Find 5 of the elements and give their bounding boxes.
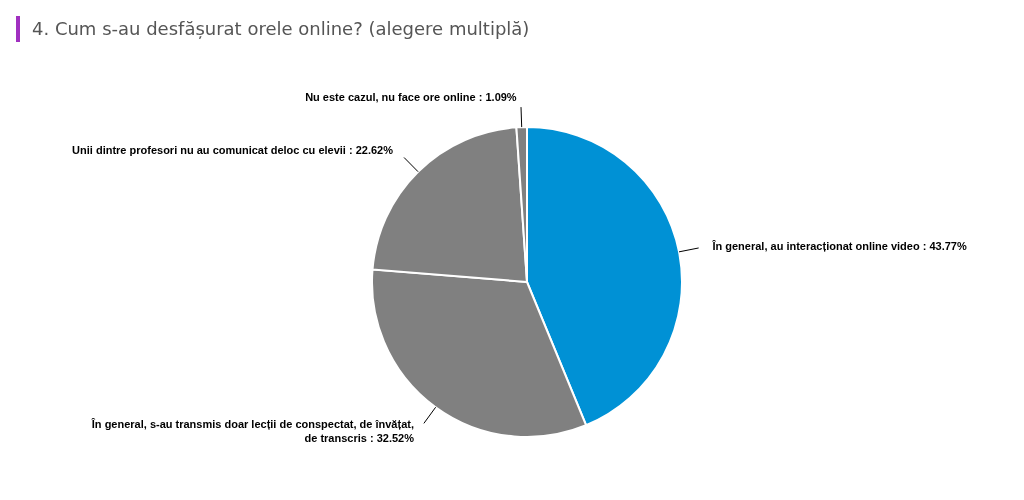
slice-label: În general, s-au transmis doar lecții de conspectat, de învățat, de transcris : 32.52%: [90, 418, 415, 445]
slice-label: Nu este cazul, nu face ore online : 1.09%: [305, 91, 517, 104]
chart-title: 4. Cum s-au desfășurat orele online? (alegere multiplă): [16, 16, 1016, 42]
slice-label: În general, au interacționat online video : 43.77%: [711, 240, 967, 253]
slice-label: Unii dintre profesori nu au comunicat deloc cu elevii : 22.62%: [72, 144, 394, 157]
